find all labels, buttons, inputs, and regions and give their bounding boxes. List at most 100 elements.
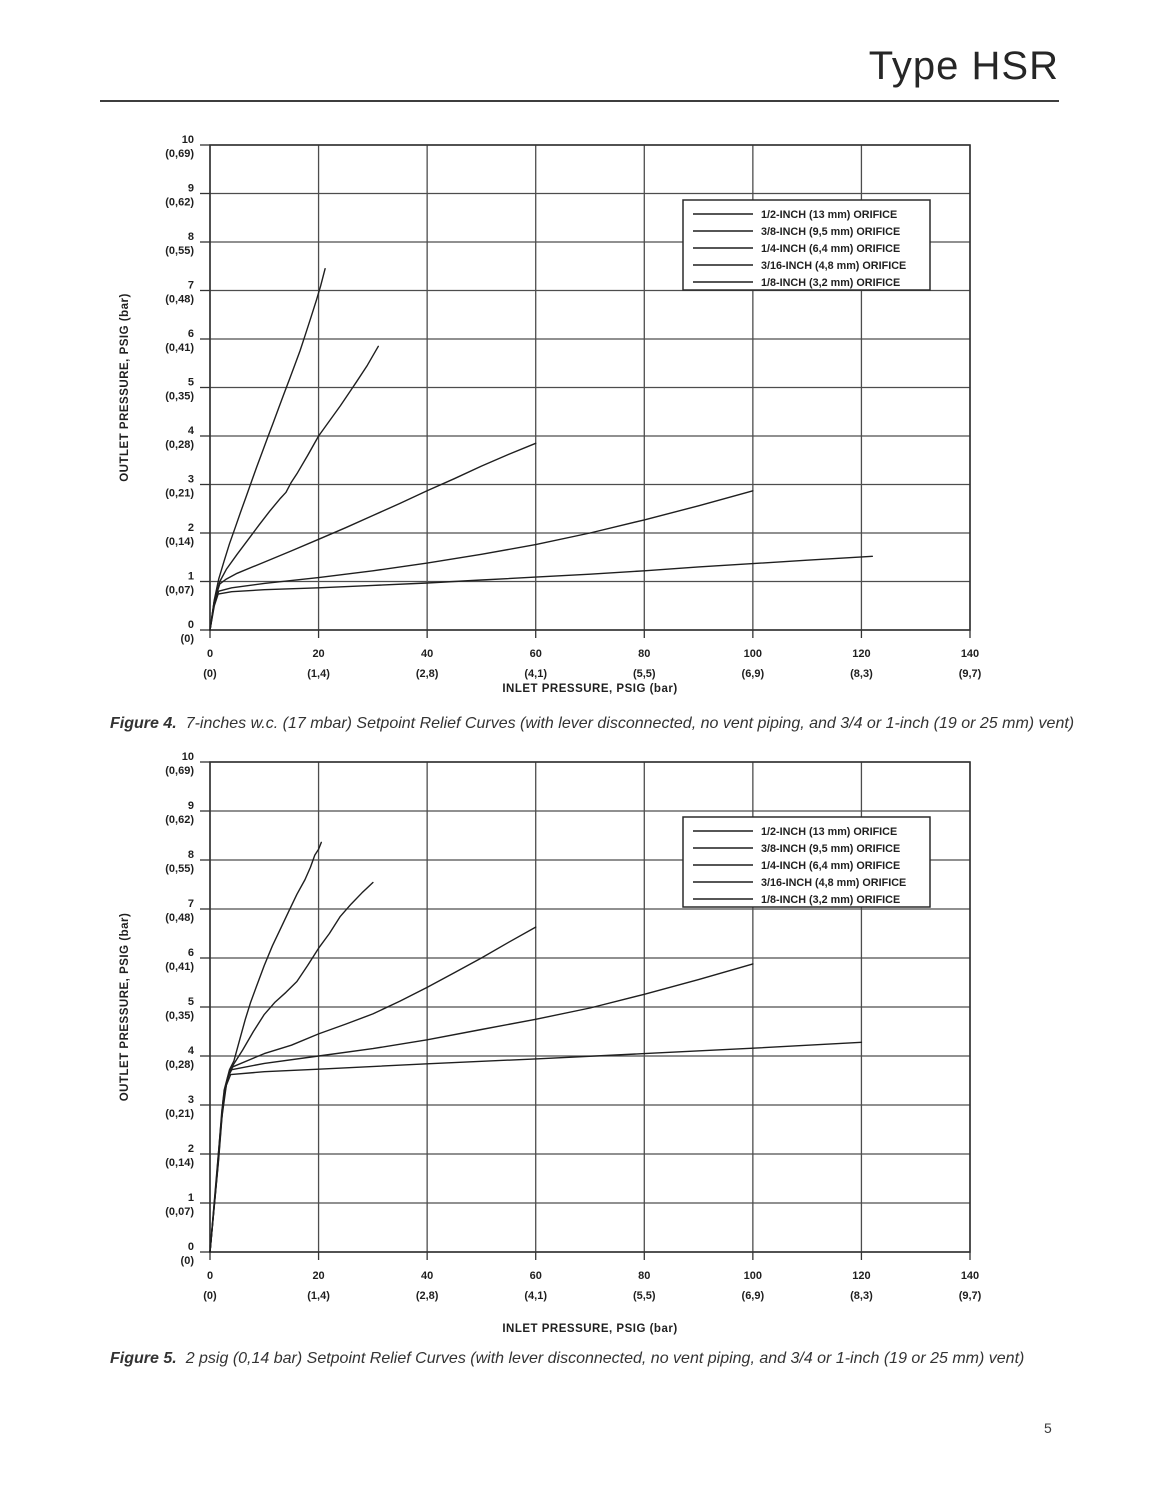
y-tick-label-bar: (0,55) [165, 245, 194, 257]
legend-item-label: 1/2-INCH (13 mm) ORIFICE [761, 209, 897, 221]
y-tick-label-bar: (0,28) [165, 1059, 194, 1071]
x-tick-label-bar: (4,1) [524, 1290, 547, 1302]
figure-4-caption-text: 7-inches w.c. (17 mbar) Setpoint Relief … [185, 715, 1075, 732]
curve-1-2-inch-13-mm-orifice [209, 555, 873, 631]
y-tick-label-psig: 9 [188, 800, 194, 812]
legend-item-label: 1/8-INCH (3,2 mm) ORIFICE [761, 894, 900, 906]
y-tick-label-bar: (0,28) [165, 439, 194, 451]
x-tick-label-bar: (6,9) [742, 668, 765, 680]
x-tick-label-bar: (8,3) [850, 668, 873, 680]
x-tick-label-psig: 20 [312, 1270, 324, 1282]
y-tick-label-bar: (0,41) [165, 961, 194, 973]
y-tick-label-psig: 1 [188, 571, 194, 583]
y-tick-label-psig: 0 [188, 619, 194, 631]
y-tick-label-psig: 5 [188, 996, 194, 1008]
y-tick-label-psig: 8 [188, 849, 194, 861]
y-tick-label-psig: 4 [188, 425, 195, 437]
y-tick-label-psig: 6 [188, 328, 194, 340]
curve-1-4-inch-6-4-mm-orifice [209, 442, 537, 631]
header-rule [100, 100, 1059, 102]
x-tick-label-bar: (5,5) [633, 668, 656, 680]
chart-canvas: 10(0,69)9(0,62)8(0,55)7(0,48)6(0,41)5(0,… [119, 751, 982, 1335]
x-tick-label-psig: 140 [961, 1270, 979, 1282]
y-tick-label-psig: 6 [188, 947, 194, 959]
x-tick-label-psig: 60 [530, 648, 542, 660]
x-tick-label-bar: (5,5) [633, 1290, 656, 1302]
y-tick-label-bar: (0,41) [165, 342, 194, 354]
x-tick-label-bar: (2,8) [416, 1290, 439, 1302]
x-tick-label-bar: (1,4) [307, 668, 330, 680]
y-tick-label-bar: (0,48) [165, 912, 194, 924]
x-tick-label-psig: 140 [961, 648, 979, 660]
curve-1-8-inch-3-2-mm-orifice [209, 841, 323, 1253]
curve-1-8-inch-3-2-mm-orifice [209, 267, 326, 631]
y-tick-label-psig: 0 [188, 1241, 194, 1253]
x-tick-label-bar: (9,7) [959, 1290, 982, 1302]
legend-box [682, 199, 931, 291]
x-tick-label-psig: 80 [638, 648, 650, 660]
y-axis-title: OUTLET PRESSURE, PSIG (bar) [119, 293, 131, 482]
figure-4-caption: Figure 4. 7-inches w.c. (17 mbar) Setpoin… [110, 715, 1074, 733]
x-tick-label-bar: (4,1) [524, 668, 547, 680]
legend-item-label: 3/16-INCH (4,8 mm) ORIFICE [761, 260, 906, 272]
y-tick-label-bar: (0,48) [165, 294, 194, 306]
x-tick-label-bar: (0) [203, 668, 217, 680]
curve-3-16-inch-4-8-mm-orifice [209, 345, 379, 631]
x-tick-label-psig: 40 [421, 648, 433, 660]
y-tick-label-bar: (0,14) [165, 536, 194, 548]
x-tick-label-psig: 40 [421, 1270, 433, 1282]
y-tick-label-bar: (0,35) [165, 1010, 194, 1022]
y-tick-label-psig: 1 [188, 1192, 194, 1204]
y-tick-label-bar: (0) [181, 1255, 195, 1267]
legend-item-label: 1/4-INCH (6,4 mm) ORIFICE [761, 243, 900, 255]
y-tick-label-psig: 7 [188, 898, 194, 910]
figure-5-caption-text: 2 psig (0,14 bar) Setpoint Relief Curves… [185, 1350, 1025, 1367]
legend-item-label: 1/8-INCH (3,2 mm) ORIFICE [761, 277, 900, 289]
legend-item-label: 3/8-INCH (9,5 mm) ORIFICE [761, 226, 900, 238]
y-tick-label-psig: 3 [188, 1094, 194, 1106]
x-tick-label-psig: 120 [852, 648, 870, 660]
x-tick-label-bar: (9,7) [959, 668, 982, 680]
legend-item-label: 1/4-INCH (6,4 mm) ORIFICE [761, 860, 900, 872]
y-tick-label-psig: 9 [188, 183, 194, 195]
figure-4-chart: 10 (0,69) 9 (0,62) 8 (0,55) 7 (0,48) 6 (0,41) 5 (0,… [100, 134, 1000, 718]
x-tick-label-bar: (1,4) [307, 1290, 330, 1302]
x-axis-title: INLET PRESSURE, PSIG (bar) [502, 1323, 677, 1335]
y-tick-label-bar: (0,55) [165, 863, 194, 875]
figure-4-caption-label: Figure 4. [110, 715, 177, 732]
x-tick-label-bar: (2,8) [416, 668, 439, 680]
figure-5-caption-label: Figure 5. [110, 1350, 177, 1367]
x-tick-label-psig: 0 [207, 648, 213, 660]
y-tick-label-bar: (0,07) [165, 1206, 194, 1218]
y-tick-label-psig: 10 [182, 135, 194, 146]
y-tick-label-bar: (0,62) [165, 197, 194, 209]
x-tick-label-bar: (6,9) [742, 1290, 765, 1302]
x-axis-title: INLET PRESSURE, PSIG (bar) [502, 683, 677, 695]
page-number: 5 [1044, 1420, 1052, 1436]
y-tick-label-psig: 4 [188, 1045, 195, 1057]
x-tick-label-psig: 60 [530, 1270, 542, 1282]
y-tick-label-bar: (0) [181, 633, 195, 645]
x-tick-label-psig: 20 [312, 648, 324, 660]
x-tick-label-bar: (8,3) [850, 1290, 873, 1302]
figure-5-caption: Figure 5. 2 psig (0,14 bar) Setpoint Reli… [110, 1350, 1024, 1368]
y-tick-label-bar: (0,21) [165, 1108, 194, 1120]
y-tick-label-psig: 10 [182, 752, 194, 763]
page-title: Type HSR [868, 44, 1059, 88]
y-tick-label-psig: 2 [188, 522, 194, 534]
y-tick-label-bar: (0,62) [165, 814, 194, 826]
x-tick-label-bar: (0) [203, 1290, 217, 1302]
x-tick-label-psig: 120 [852, 1270, 870, 1282]
x-tick-label-psig: 100 [744, 648, 762, 660]
y-tick-label-psig: 5 [188, 377, 194, 389]
y-tick-label-psig: 2 [188, 1143, 194, 1155]
x-tick-label-psig: 0 [207, 1270, 213, 1282]
y-tick-label-psig: 7 [188, 280, 194, 292]
curve-3-8-inch-9-5-mm-orifice [209, 490, 754, 631]
y-axis-title: OUTLET PRESSURE, PSIG (bar) [119, 913, 131, 1102]
legend-item-label: 3/8-INCH (9,5 mm) ORIFICE [761, 843, 900, 855]
y-tick-label-bar: (0,69) [165, 148, 194, 160]
legend-box [682, 816, 931, 908]
y-tick-label-bar: (0,14) [165, 1157, 194, 1169]
